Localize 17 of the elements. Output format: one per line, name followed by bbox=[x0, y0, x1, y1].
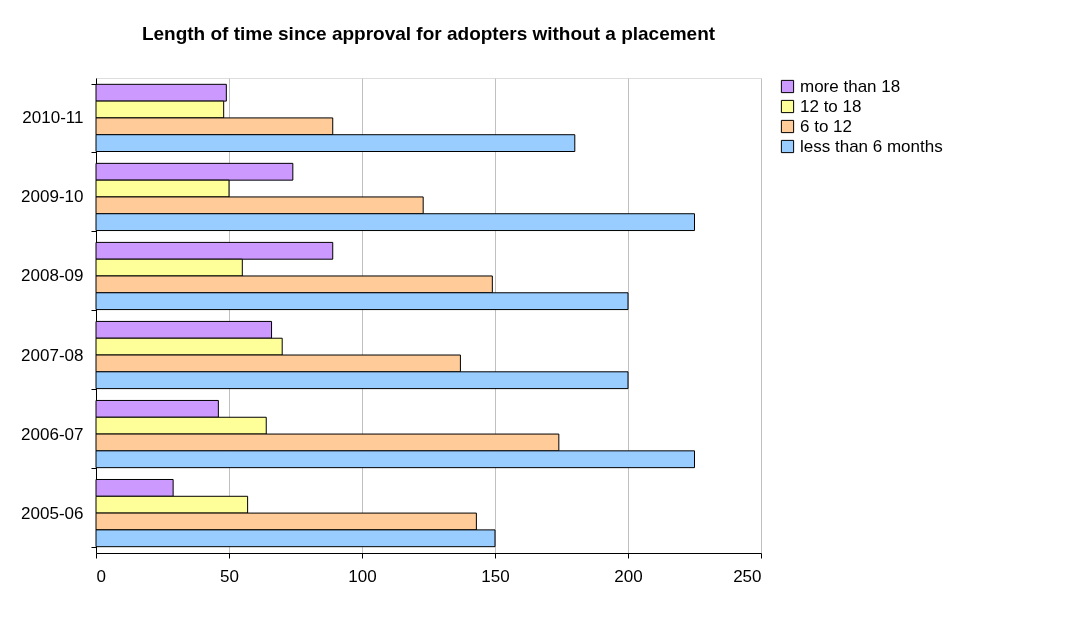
y-tick-label: 2007-08 bbox=[21, 345, 84, 365]
x-tick-label: 0 bbox=[96, 566, 106, 586]
y-tick-label: 2005-06 bbox=[21, 503, 84, 523]
legend-label: less than 6 months bbox=[800, 136, 943, 156]
y-tick-label: 2008-09 bbox=[21, 266, 84, 286]
x-tick-label: 100 bbox=[348, 566, 377, 586]
legend-label: 6 to 12 bbox=[800, 116, 852, 136]
x-tick-label: 250 bbox=[733, 566, 762, 586]
x-tick-label: 200 bbox=[614, 566, 643, 586]
y-tick-label: 2009-10 bbox=[21, 187, 84, 207]
legend-label: 12 to 18 bbox=[800, 96, 862, 116]
x-tick-label: 150 bbox=[481, 566, 510, 586]
x-tick-label: 50 bbox=[220, 566, 239, 586]
chart-title: Length of time since approval for adopters without a placement bbox=[141, 23, 716, 44]
y-tick-label: 2006-07 bbox=[21, 424, 84, 444]
y-tick-label: 2010-11 bbox=[22, 108, 84, 128]
legend-label: more than 18 bbox=[800, 76, 901, 96]
